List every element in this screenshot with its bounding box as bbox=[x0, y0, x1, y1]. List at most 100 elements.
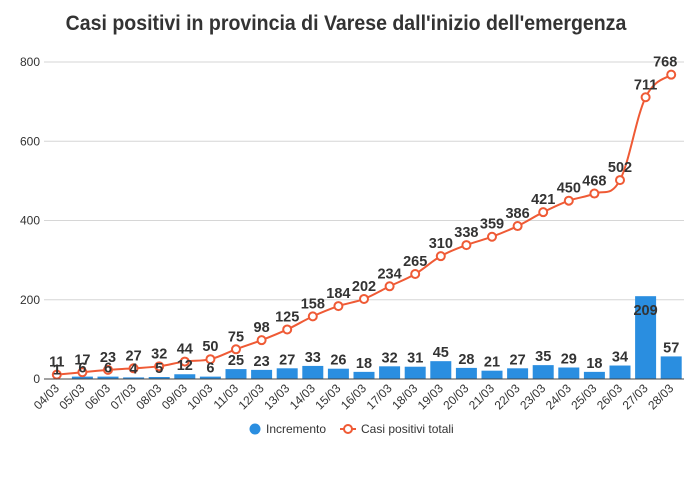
x-tick-label: 09/03 bbox=[159, 381, 190, 412]
line-data-label: 98 bbox=[254, 320, 270, 336]
line-data-label: 310 bbox=[429, 236, 453, 252]
bar[interactable] bbox=[123, 377, 145, 379]
line-point[interactable] bbox=[615, 175, 625, 186]
grid-lines bbox=[44, 61, 684, 380]
bar[interactable] bbox=[481, 370, 503, 379]
line-point[interactable] bbox=[435, 251, 446, 262]
line-data-label: 421 bbox=[531, 192, 555, 208]
bar[interactable] bbox=[507, 368, 529, 379]
line-point[interactable] bbox=[538, 207, 549, 218]
y-tick-label: 600 bbox=[20, 134, 40, 148]
line-data-label: 158 bbox=[301, 296, 325, 312]
bar[interactable] bbox=[404, 366, 426, 379]
bar-data-label: 28 bbox=[458, 352, 474, 368]
line-point[interactable] bbox=[77, 367, 88, 378]
line-point[interactable] bbox=[589, 188, 600, 199]
line-point[interactable] bbox=[205, 354, 216, 365]
line-point[interactable] bbox=[231, 344, 241, 355]
bar-data-label: 31 bbox=[407, 351, 423, 367]
x-tick-label: 22/03 bbox=[492, 381, 523, 412]
x-tick-label: 23/03 bbox=[517, 381, 548, 412]
bar[interactable] bbox=[174, 374, 196, 379]
bar-data-label: 5 bbox=[155, 361, 163, 377]
line-data-label: 17 bbox=[74, 352, 90, 368]
x-tick-label: 28/03 bbox=[645, 381, 676, 412]
x-tick-label: 27/03 bbox=[620, 381, 651, 412]
bar[interactable] bbox=[455, 367, 477, 379]
bar[interactable] bbox=[97, 376, 119, 379]
x-tick-label: 24/03 bbox=[543, 381, 574, 412]
line-point[interactable] bbox=[666, 69, 677, 80]
x-tick-label: 16/03 bbox=[338, 381, 369, 412]
bar-data-label: 25 bbox=[228, 353, 244, 369]
line-point[interactable] bbox=[512, 221, 523, 232]
line-data-label: 468 bbox=[582, 174, 606, 190]
line-point[interactable] bbox=[384, 281, 395, 292]
line-point[interactable] bbox=[359, 293, 369, 304]
x-tick-label: 12/03 bbox=[236, 381, 267, 412]
line-point[interactable] bbox=[487, 231, 497, 242]
line-point[interactable] bbox=[410, 268, 421, 279]
bar[interactable] bbox=[430, 361, 452, 379]
bar[interactable] bbox=[148, 377, 170, 379]
bar-data-label: 57 bbox=[663, 340, 679, 356]
line-point[interactable] bbox=[282, 324, 293, 335]
line-point[interactable] bbox=[307, 311, 318, 322]
line-data-label: 44 bbox=[177, 342, 193, 358]
line-data-label: 265 bbox=[403, 254, 427, 270]
bar-data-label: 18 bbox=[356, 356, 372, 372]
line-point[interactable] bbox=[128, 363, 139, 374]
bar[interactable] bbox=[583, 371, 605, 379]
bar[interactable] bbox=[609, 365, 631, 379]
bar-data-label: 6 bbox=[104, 361, 112, 377]
x-tick-label: 07/03 bbox=[108, 381, 139, 412]
bar[interactable] bbox=[660, 356, 682, 379]
bar[interactable] bbox=[327, 368, 349, 379]
legend-marker-incremento bbox=[249, 423, 261, 435]
bar-data-label: 6 bbox=[206, 361, 214, 377]
bar[interactable] bbox=[558, 367, 580, 379]
bar[interactable] bbox=[276, 368, 298, 379]
line-data-label: 50 bbox=[202, 339, 218, 355]
line-point[interactable] bbox=[154, 361, 165, 372]
line-data-label: 386 bbox=[505, 206, 529, 222]
x-tick-label: 21/03 bbox=[466, 381, 497, 412]
line-point[interactable] bbox=[563, 195, 574, 206]
line-data-label: 450 bbox=[557, 181, 581, 197]
line-point[interactable] bbox=[461, 240, 472, 251]
bar-data-label: 21 bbox=[484, 355, 500, 371]
x-tick-label: 13/03 bbox=[261, 381, 292, 412]
bar-data-label: 6 bbox=[78, 361, 86, 377]
bar[interactable] bbox=[635, 296, 657, 379]
bar[interactable] bbox=[251, 369, 273, 379]
line-point[interactable] bbox=[256, 335, 267, 346]
line-point[interactable] bbox=[333, 301, 344, 312]
legend[interactable]: Incremento Casi positivi totali bbox=[249, 422, 454, 436]
line-data-label: 75 bbox=[228, 329, 244, 345]
bar[interactable] bbox=[225, 369, 247, 379]
bar[interactable] bbox=[199, 376, 221, 379]
bar[interactable] bbox=[379, 366, 401, 379]
line-point[interactable] bbox=[103, 364, 113, 375]
bar-data-label: 34 bbox=[612, 350, 628, 366]
bar[interactable] bbox=[302, 365, 324, 379]
bar-data-label: 33 bbox=[305, 350, 321, 366]
bar[interactable] bbox=[353, 371, 375, 379]
line-data-label: 234 bbox=[377, 266, 401, 282]
line-point[interactable] bbox=[640, 92, 651, 103]
bar[interactable] bbox=[71, 376, 93, 379]
x-tick-label: 18/03 bbox=[389, 381, 420, 412]
line-data-label: 338 bbox=[454, 225, 478, 241]
x-tick-label: 11/03 bbox=[211, 381, 242, 412]
bar-data-label: 23 bbox=[254, 354, 270, 370]
bar-data-label: 32 bbox=[382, 350, 398, 366]
line-data-label: 27 bbox=[126, 348, 142, 364]
bar-data-label: 45 bbox=[433, 345, 449, 361]
bar[interactable] bbox=[532, 365, 554, 379]
bar-data-label: 4 bbox=[130, 361, 138, 377]
x-tick-label: 17/03 bbox=[364, 381, 395, 412]
bar-data-label: 27 bbox=[510, 352, 526, 368]
line-point[interactable] bbox=[179, 356, 190, 367]
